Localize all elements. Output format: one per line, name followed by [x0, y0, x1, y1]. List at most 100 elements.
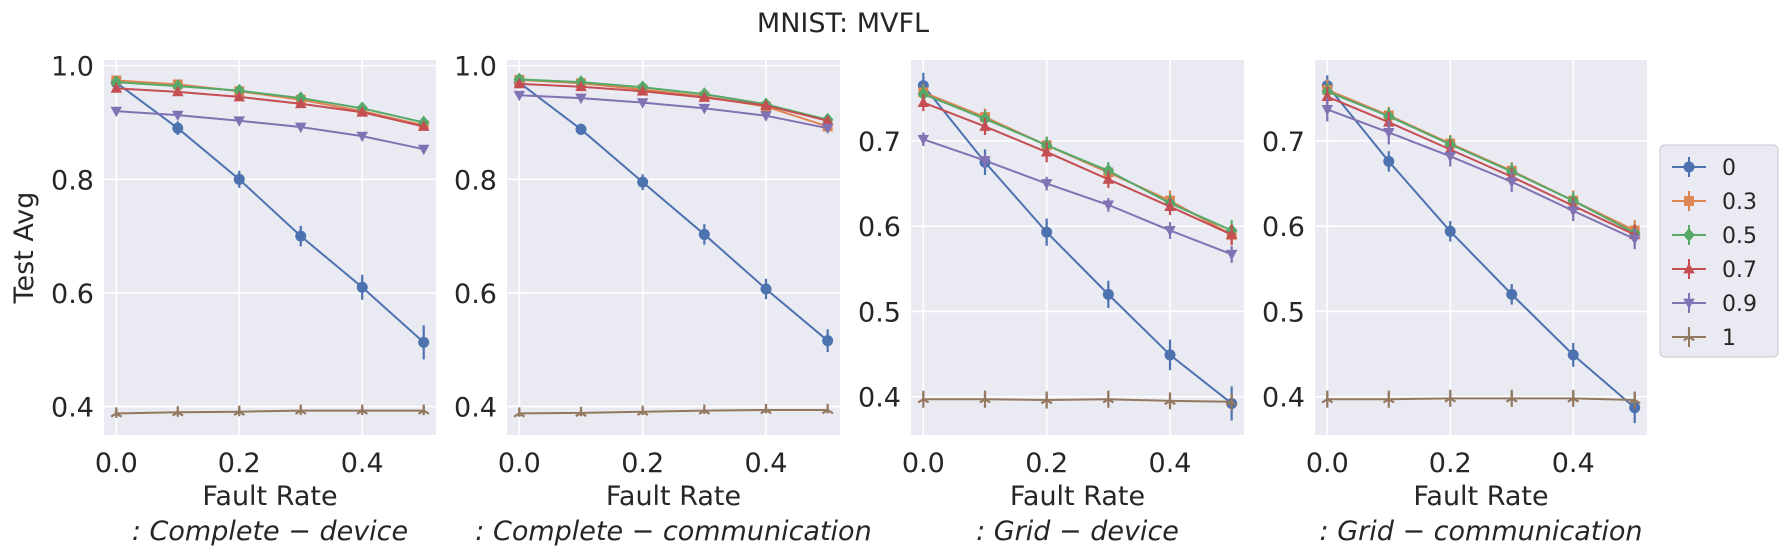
- data-point: [233, 90, 246, 102]
- series-line: [116, 409, 424, 415]
- data-point: [233, 83, 246, 98]
- gridlines: [911, 60, 1244, 435]
- data-point: [233, 173, 245, 185]
- data-point: [1102, 200, 1115, 211]
- legend-marker: [1683, 330, 1695, 342]
- legend-entry: 0.7: [1672, 258, 1757, 283]
- legend-label: 0.9: [1722, 292, 1757, 317]
- y-tick-label: 0.4: [51, 393, 94, 424]
- series-line: [923, 138, 1233, 256]
- panel-subtitle: : Grid − device: [976, 516, 1179, 547]
- data-point: [513, 407, 526, 418]
- y-tick-label: 0.4: [454, 393, 497, 424]
- tick-labels: 0.0 0.2 0.4 0.4 0.5 0.6 0.7: [858, 127, 1191, 479]
- series-1: [110, 404, 430, 418]
- data-point: [821, 114, 834, 126]
- x-axis-label: Fault Rate: [1413, 481, 1548, 512]
- series-line: [1326, 95, 1636, 236]
- data-point: [917, 134, 930, 146]
- legend-entry: 0.3: [1672, 190, 1757, 215]
- legend-marker: [1683, 161, 1695, 173]
- series-1: [1321, 389, 1641, 409]
- data-point: [1041, 226, 1053, 238]
- series-group: [917, 72, 1238, 421]
- series-group: [110, 75, 430, 418]
- data-point: [1225, 228, 1238, 240]
- data-point: [1164, 226, 1176, 237]
- data-point: [110, 407, 123, 418]
- y-tick-label: 0.6: [454, 279, 497, 310]
- data-point: [1444, 151, 1457, 163]
- y-axis-label: Test Avg: [9, 192, 40, 305]
- data-point: [917, 393, 930, 404]
- series-group: [513, 72, 834, 418]
- data-point: [1040, 179, 1053, 190]
- data-point: [979, 156, 991, 167]
- data-point: [356, 281, 368, 293]
- x-axis-label: Fault Rate: [1010, 481, 1145, 512]
- plot-area: [911, 60, 1244, 435]
- legend: 0 0.3 0.5 0.7 0.9 1: [1659, 144, 1779, 358]
- data-point: [172, 85, 184, 97]
- data-point: [760, 283, 772, 295]
- data-point: [294, 404, 307, 415]
- legend-entry: 0.9: [1672, 292, 1757, 317]
- legend-marker: [1683, 298, 1695, 310]
- data-point: [417, 404, 430, 415]
- series-group: [1321, 75, 1641, 424]
- y-tick-label: 0.6: [1262, 212, 1305, 243]
- data-point: [821, 403, 834, 415]
- series-1: [917, 390, 1238, 411]
- series-line: [519, 82, 828, 122]
- data-point: [110, 82, 123, 93]
- legend-entry: 0: [1672, 156, 1736, 181]
- y-tick-label: 0.8: [51, 165, 94, 196]
- data-point: [822, 335, 834, 347]
- data-point: [575, 123, 587, 135]
- data-point: [172, 122, 184, 134]
- panel-subtitle: : Complete − communication: [475, 516, 871, 547]
- data-point: [110, 75, 123, 90]
- data-point: [760, 111, 772, 122]
- data-point: [1628, 234, 1641, 246]
- data-point: [917, 96, 930, 108]
- legend-entry: 1: [1672, 326, 1736, 351]
- data-point: [1225, 249, 1238, 261]
- series-0.7: [917, 94, 1238, 245]
- series-line: [116, 81, 424, 124]
- legend-label: 0.5: [1722, 224, 1757, 249]
- series-line: [519, 409, 828, 415]
- data-point: [1040, 394, 1053, 405]
- panel-subtitle: : Grid − communication: [1320, 516, 1643, 547]
- y-tick-label: 0.7: [1262, 127, 1305, 158]
- series-line: [519, 94, 828, 130]
- legend-label: 0: [1722, 156, 1736, 181]
- legend-label: 0.7: [1722, 258, 1757, 283]
- data-point: [575, 80, 587, 92]
- series-line: [518, 81, 829, 342]
- data-point: [1164, 200, 1176, 211]
- series-line: [519, 78, 828, 121]
- legend-marker: [1683, 262, 1695, 274]
- data-point: [233, 116, 246, 127]
- series-line: [116, 79, 424, 127]
- data-point: [1567, 206, 1579, 217]
- x-tick-label: 0.4: [1552, 448, 1595, 479]
- chart-panel-1: 0.0 0.2 0.4 0.4 0.6 0.8 1.0 Fault Rate: Complet…: [9, 52, 436, 547]
- data-point: [636, 405, 649, 416]
- data-point: [698, 228, 710, 240]
- x-tick-label: 0.2: [1025, 448, 1068, 479]
- plot-area: [104, 60, 436, 435]
- legend-marker: [1684, 196, 1694, 206]
- data-point: [1628, 394, 1641, 405]
- chart-panel-4: 0.0 0.2 0.4 0.4 0.5 0.6 0.7 Fault Rate: Grid − …: [1262, 60, 1647, 547]
- series-1: [513, 403, 834, 418]
- x-tick-label: 0.4: [745, 448, 788, 479]
- tick-labels: 0.0 0.2 0.4 0.4 0.5 0.6 0.7: [1262, 127, 1595, 479]
- series-line: [1326, 84, 1636, 409]
- x-tick-label: 0.2: [1429, 448, 1472, 479]
- series-line: [115, 81, 425, 344]
- data-point: [110, 106, 123, 118]
- x-tick-label: 0.0: [1306, 448, 1349, 479]
- data-point: [1567, 349, 1579, 361]
